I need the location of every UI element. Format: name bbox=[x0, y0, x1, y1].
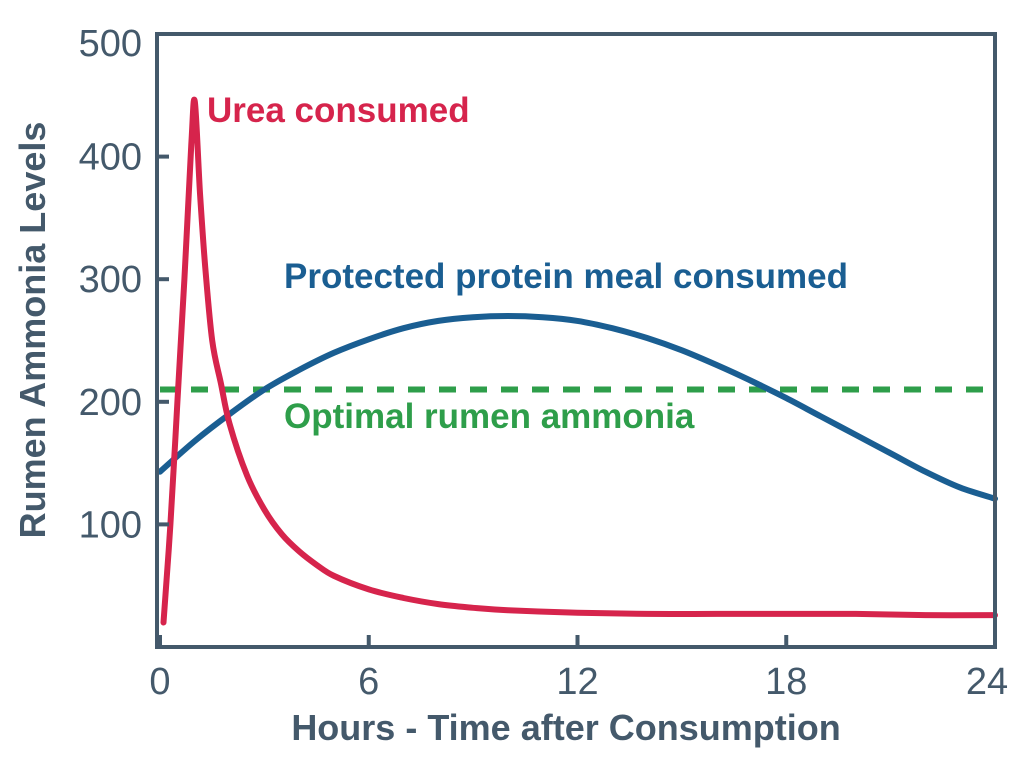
series-label-urea: Urea consumed bbox=[207, 91, 470, 130]
series-line-urea-consumed bbox=[160, 96, 998, 626]
x-tick-label: 6 bbox=[358, 661, 379, 703]
series-line-protected-protein-meal-consumed bbox=[157, 313, 998, 502]
y-tick-label: 100 bbox=[79, 504, 142, 546]
x-axis-title: Hours - Time after Consumption bbox=[291, 707, 840, 748]
y-tick-label: 400 bbox=[79, 137, 142, 179]
series-label-protected-protein: Protected protein meal consumed bbox=[284, 257, 848, 296]
x-tick-label: 24 bbox=[966, 661, 1008, 703]
chart-marks bbox=[157, 96, 998, 626]
x-tick-label: 12 bbox=[556, 661, 598, 703]
x-tick-label: 18 bbox=[765, 661, 807, 703]
axis-ticks: 0 6 12 18 24 100 200 300 400 500 bbox=[79, 23, 1009, 703]
x-tick-label: 0 bbox=[149, 661, 170, 703]
series-label-optimal: Optimal rumen ammonia bbox=[284, 397, 695, 436]
y-tick-label: 200 bbox=[79, 382, 142, 424]
y-axis-title: Rumen Ammonia Levels bbox=[12, 122, 53, 539]
y-tick-label: 500 bbox=[79, 23, 142, 65]
series-labels: Urea consumed Protected protein meal con… bbox=[207, 91, 848, 436]
y-tick-label: 300 bbox=[79, 259, 142, 301]
